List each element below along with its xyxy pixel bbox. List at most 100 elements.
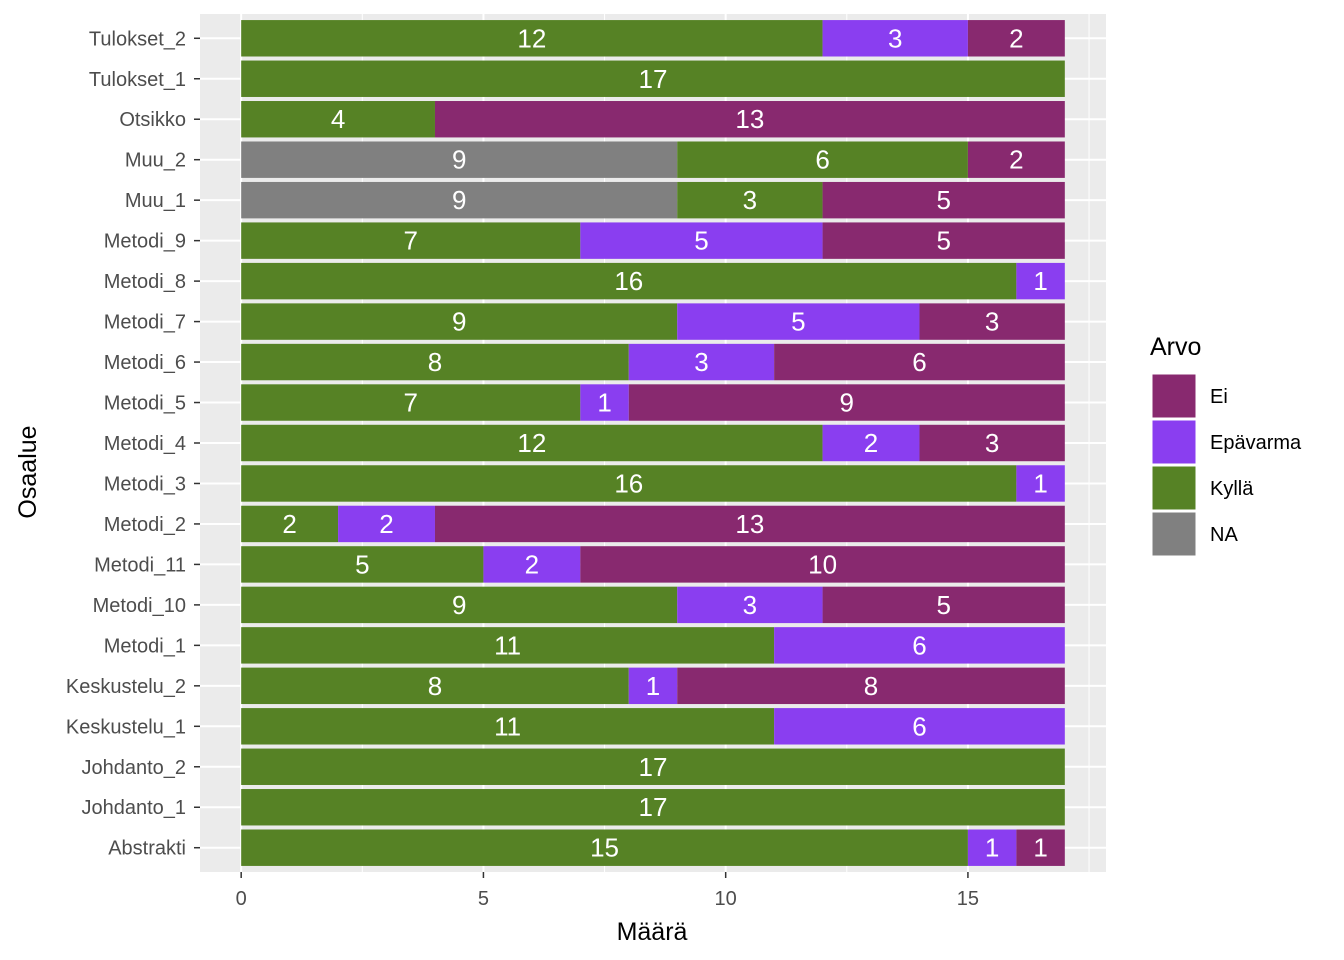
bar-segment-ei <box>434 101 1065 138</box>
legend-key-na <box>1151 511 1197 557</box>
bar-value-label: 11 <box>494 711 521 741</box>
y-tick-label: Muu_1 <box>125 190 186 212</box>
bar-segment-ei <box>822 222 1065 259</box>
bar-value-label: 4 <box>331 104 345 134</box>
y-tick-label: Muu_2 <box>125 150 186 172</box>
bar-value-label: 2 <box>379 509 393 539</box>
bar-value-label: 5 <box>936 185 950 215</box>
bar-segment-ei <box>919 424 1065 462</box>
bar-segment-kyll- <box>241 586 678 624</box>
bar-segment-kyll- <box>241 384 581 421</box>
bar-value-label: 2 <box>525 549 539 579</box>
y-tick-label: Metodi_7 <box>104 312 186 334</box>
bar-value-label: 3 <box>985 307 999 337</box>
bar-value-label: 1 <box>1033 468 1047 498</box>
bar-value-label: 9 <box>452 185 466 215</box>
bar-segment-kyll- <box>241 60 1065 97</box>
bar-value-label: 2 <box>864 428 878 458</box>
bar-segment-ep-varma <box>774 708 1065 745</box>
y-tick-label: Metodi_2 <box>104 514 186 536</box>
bar-value-label: 11 <box>494 630 521 660</box>
bar-value-label: 5 <box>936 590 950 620</box>
y-tick-label: Otsikko <box>119 109 186 131</box>
y-tick-label: Metodi_4 <box>104 433 186 455</box>
bar-segment-kyll- <box>677 181 823 219</box>
bar-value-label: 13 <box>735 509 764 539</box>
legend-title: Arvo <box>1150 333 1201 361</box>
bar-value-label: 2 <box>1009 145 1023 175</box>
bar-value-label: 8 <box>428 671 442 701</box>
y-tick-label: Metodi_6 <box>104 352 186 374</box>
bar-value-label: 1 <box>1033 833 1047 863</box>
y-tick-label: Metodi_9 <box>104 231 186 253</box>
bar-value-label: 1 <box>985 833 999 863</box>
bar-segment-ei <box>677 667 1065 705</box>
y-tick-label: Metodi_1 <box>104 635 186 657</box>
bar-segment-ei <box>774 343 1065 381</box>
y-tick-label: Keskustelu_2 <box>66 676 186 698</box>
bar-value-label: 1 <box>646 671 660 701</box>
bar-segment-ep-varma <box>774 627 1065 664</box>
bar-segment-ei <box>1016 829 1065 866</box>
bar-segment-ep-varma <box>628 343 775 381</box>
bar-value-label: 3 <box>743 185 757 215</box>
bar-value-label: 8 <box>428 347 442 377</box>
bar-value-label: 10 <box>808 549 837 579</box>
bar-segment-ei <box>628 384 1065 421</box>
y-tick-label: Johdanto_2 <box>81 757 186 779</box>
bar-segment-ep-varma <box>628 667 678 705</box>
bar-value-label: 2 <box>1009 23 1023 53</box>
y-tick-label: Metodi_10 <box>93 595 186 617</box>
y-tick-label: Johdanto_1 <box>81 797 186 819</box>
bar-value-label: 1 <box>1033 266 1047 296</box>
bar-segment-ep-varma <box>822 20 968 57</box>
bar-segment-kyll- <box>241 262 1017 300</box>
bar-segment-ep-varma <box>580 384 629 421</box>
legend-label: NA <box>1210 524 1238 546</box>
legend: Arvo Ei Epävarma Kyllä NA <box>1150 333 1302 557</box>
bar-segment-ep-varma <box>822 424 920 462</box>
bar-segment-kyll- <box>241 748 1065 785</box>
bar-value-label: 3 <box>985 428 999 458</box>
x-tick-label: 15 <box>957 888 979 910</box>
bar-segment-kyll- <box>241 546 484 583</box>
y-tick-label: Tulokset_1 <box>89 69 186 91</box>
bar-segment-kyll- <box>241 424 823 462</box>
bar-segment-kyll- <box>241 465 1017 502</box>
bar-segment-ep-varma <box>580 222 823 259</box>
bar-segment-kyll- <box>241 829 968 866</box>
bar-segment-kyll- <box>241 627 775 664</box>
bar-segment-kyll- <box>241 789 1065 826</box>
bar-value-label: 3 <box>888 23 902 53</box>
bar-segment-kyll- <box>677 141 968 178</box>
legend-label: Ei <box>1210 386 1228 408</box>
y-tick-label: Metodi_11 <box>94 554 186 576</box>
bar-segment-kyll- <box>241 222 581 259</box>
x-tick-label: 5 <box>478 888 489 910</box>
bar-segment-na <box>241 141 678 178</box>
bar-segment-ei <box>967 141 1065 178</box>
bar-value-label: 17 <box>639 752 668 782</box>
bar-segment-kyll- <box>241 20 823 57</box>
bar-segment-ep-varma <box>1016 262 1065 300</box>
y-tick-label: Metodi_5 <box>104 393 186 415</box>
bar-value-label: 9 <box>452 145 466 175</box>
bar-segment-ep-varma <box>338 505 435 543</box>
bar-value-label: 13 <box>735 104 764 134</box>
bar-segment-kyll- <box>241 708 775 745</box>
bar-segment-kyll- <box>241 505 339 543</box>
bar-value-label: 9 <box>452 307 466 337</box>
bar-segment-ei <box>919 303 1065 340</box>
y-tick-label: Tulokset_2 <box>89 28 186 50</box>
x-axis: 0 5 10 15 <box>236 872 979 910</box>
bar-value-label: 8 <box>864 671 878 701</box>
bar-value-label: 3 <box>694 347 708 377</box>
bar-segment-ep-varma <box>677 303 920 340</box>
y-tick-label: Abstrakti <box>108 838 186 860</box>
y-axis: Tulokset_2 Tulokset_1 Otsikko Muu_2 Muu_1 Met… <box>66 28 200 860</box>
bar-value-label: 9 <box>840 388 854 418</box>
bar-value-label: 6 <box>912 711 926 741</box>
bar-value-label: 5 <box>791 307 805 337</box>
bar-value-label: 9 <box>452 590 466 620</box>
